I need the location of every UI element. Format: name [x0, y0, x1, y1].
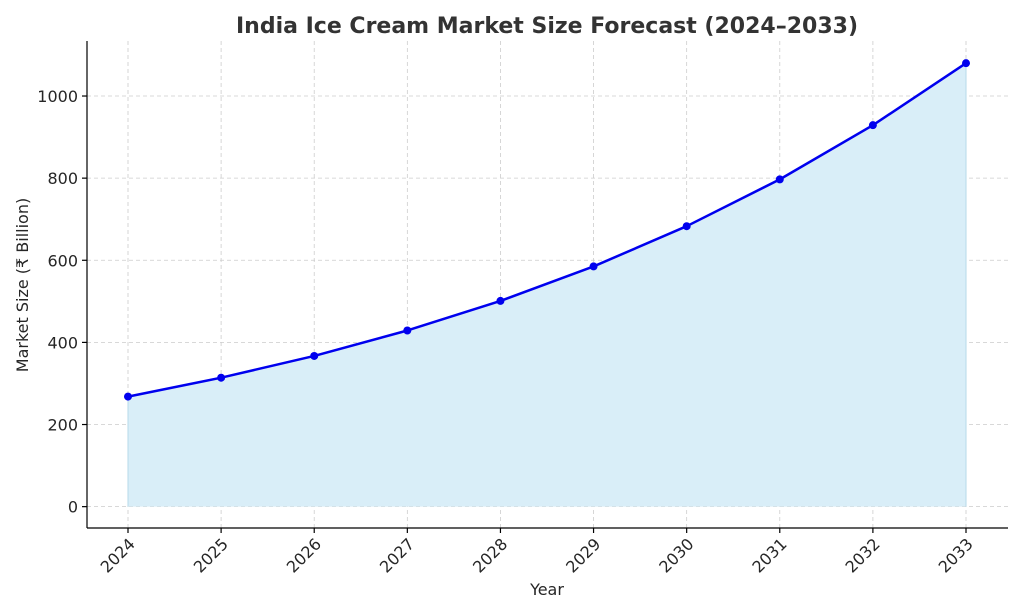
y-tick-label: 1000	[37, 87, 78, 106]
x-tick-label: 2025	[190, 534, 232, 576]
data-point	[775, 175, 784, 184]
x-tick-label: 2028	[469, 534, 511, 576]
x-tick-label: 2024	[97, 534, 139, 576]
x-tick-label: 2027	[376, 534, 418, 576]
data-point	[310, 351, 319, 360]
data-point	[124, 392, 132, 401]
x-tick-label: 2030	[655, 534, 697, 576]
x-tick-label: 2032	[841, 534, 883, 576]
axes	[86, 41, 1008, 529]
series-line	[127, 62, 967, 398]
line-layer	[124, 59, 970, 401]
x-tick-label: 2029	[562, 534, 604, 576]
data-point	[589, 262, 598, 271]
y-axis-ticks: 0 200 400 600 800 1000	[37, 87, 87, 517]
data-point	[217, 373, 226, 382]
y-axis-label: Market Size (₹ Billion)	[13, 198, 32, 372]
x-tick-label: 2031	[748, 534, 790, 576]
chart-title: India Ice Cream Market Size Forecast (20…	[236, 14, 858, 39]
x-axis-label: Year	[529, 580, 564, 599]
data-point	[962, 59, 970, 68]
y-tick-label: 800	[47, 169, 78, 188]
data-point	[868, 121, 877, 130]
x-tick-label: 2026	[283, 534, 325, 576]
x-tick-label: 2033	[935, 534, 977, 576]
y-tick-label: 200	[47, 416, 78, 435]
x-axis-ticks: 2024 2025 2026 2027 2028 2029 2030 2031 2032 2033	[97, 528, 977, 577]
data-point	[403, 326, 412, 335]
y-tick-label: 400	[47, 333, 78, 352]
y-tick-label: 600	[47, 251, 78, 270]
data-point	[496, 296, 505, 305]
data-point	[682, 222, 691, 231]
y-tick-label: 0	[68, 498, 78, 517]
